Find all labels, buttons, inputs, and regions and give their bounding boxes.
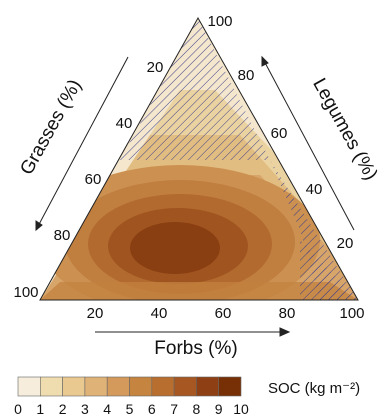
axis-title-forbs: Forbs (%) <box>154 338 237 359</box>
contour-layers <box>40 18 358 300</box>
contour-band-8 <box>130 222 220 274</box>
colorbar-title: SOC (kg m⁻²) <box>268 380 360 397</box>
tick-grasses-100: 100 <box>13 284 38 301</box>
tick-legumes-80: 80 <box>238 67 255 84</box>
axis-arrows <box>35 55 355 337</box>
legumes-arrow <box>261 56 355 231</box>
colorbar-swatch-2 <box>62 376 86 397</box>
colorbar-tick-0: 0 <box>14 401 22 417</box>
colorbar-tick-10: 10 <box>233 401 249 417</box>
colorbar-swatch-8 <box>196 376 219 397</box>
colorbar-swatch-6 <box>151 376 175 397</box>
colorbar <box>17 376 242 397</box>
hatch-bottom-right <box>300 240 358 300</box>
tick-grasses-20: 20 <box>147 59 164 76</box>
tick-forbs-40: 40 <box>151 305 168 322</box>
colorbar-tick-9: 9 <box>215 401 223 417</box>
tick-grasses-60: 60 <box>85 171 102 188</box>
tick-forbs-100: 100 <box>339 305 364 322</box>
colorbar-tick-2: 2 <box>59 401 67 417</box>
colorbar-tick-8: 8 <box>193 401 201 417</box>
grasses-arrow <box>35 56 129 231</box>
colorbar-tick-7: 7 <box>170 401 178 417</box>
colorbar-swatch-0 <box>17 376 41 397</box>
colorbar-tick-6: 6 <box>148 401 156 417</box>
tick-forbs-60: 60 <box>215 305 232 322</box>
colorbar-swatch-1 <box>39 376 63 397</box>
colorbar-tick-5: 5 <box>126 401 134 417</box>
colorbar-swatch-7 <box>173 376 197 397</box>
colorbar-tick-1: 1 <box>36 401 44 417</box>
tick-legumes-40: 40 <box>306 181 323 198</box>
contour-bottom-strip <box>40 282 358 300</box>
colorbar-swatch-5 <box>129 376 153 397</box>
tick-labels: 20 40 60 80 100 20 40 60 80 100 20 40 60… <box>13 13 364 322</box>
hatched-regions <box>120 18 358 300</box>
tick-forbs-20: 20 <box>87 305 104 322</box>
colorbar-tick-4: 4 <box>103 401 111 417</box>
triangle-frame <box>39 16 359 301</box>
tick-forbs-80: 80 <box>279 305 296 322</box>
colorbar-swatch-3 <box>84 376 108 397</box>
tick-grasses-40: 40 <box>116 115 133 132</box>
axis-title-grasses: Grasses (%) <box>16 76 86 179</box>
tick-grasses-80: 80 <box>54 227 71 244</box>
tick-legumes-60: 60 <box>271 125 288 142</box>
colorbar-swatch-4 <box>106 376 130 397</box>
tick-legumes-100: 100 <box>207 13 232 30</box>
hatch-top <box>120 18 270 160</box>
hatch-right <box>270 160 358 300</box>
colorbar-tick-labels: 0 1 2 3 4 5 6 7 8 9 10 <box>14 401 249 417</box>
axis-title-legumes: Legumes (%) <box>308 75 381 184</box>
tick-legumes-20: 20 <box>337 235 354 252</box>
colorbar-swatch-9 <box>218 376 242 397</box>
colorbar-tick-3: 3 <box>81 401 89 417</box>
